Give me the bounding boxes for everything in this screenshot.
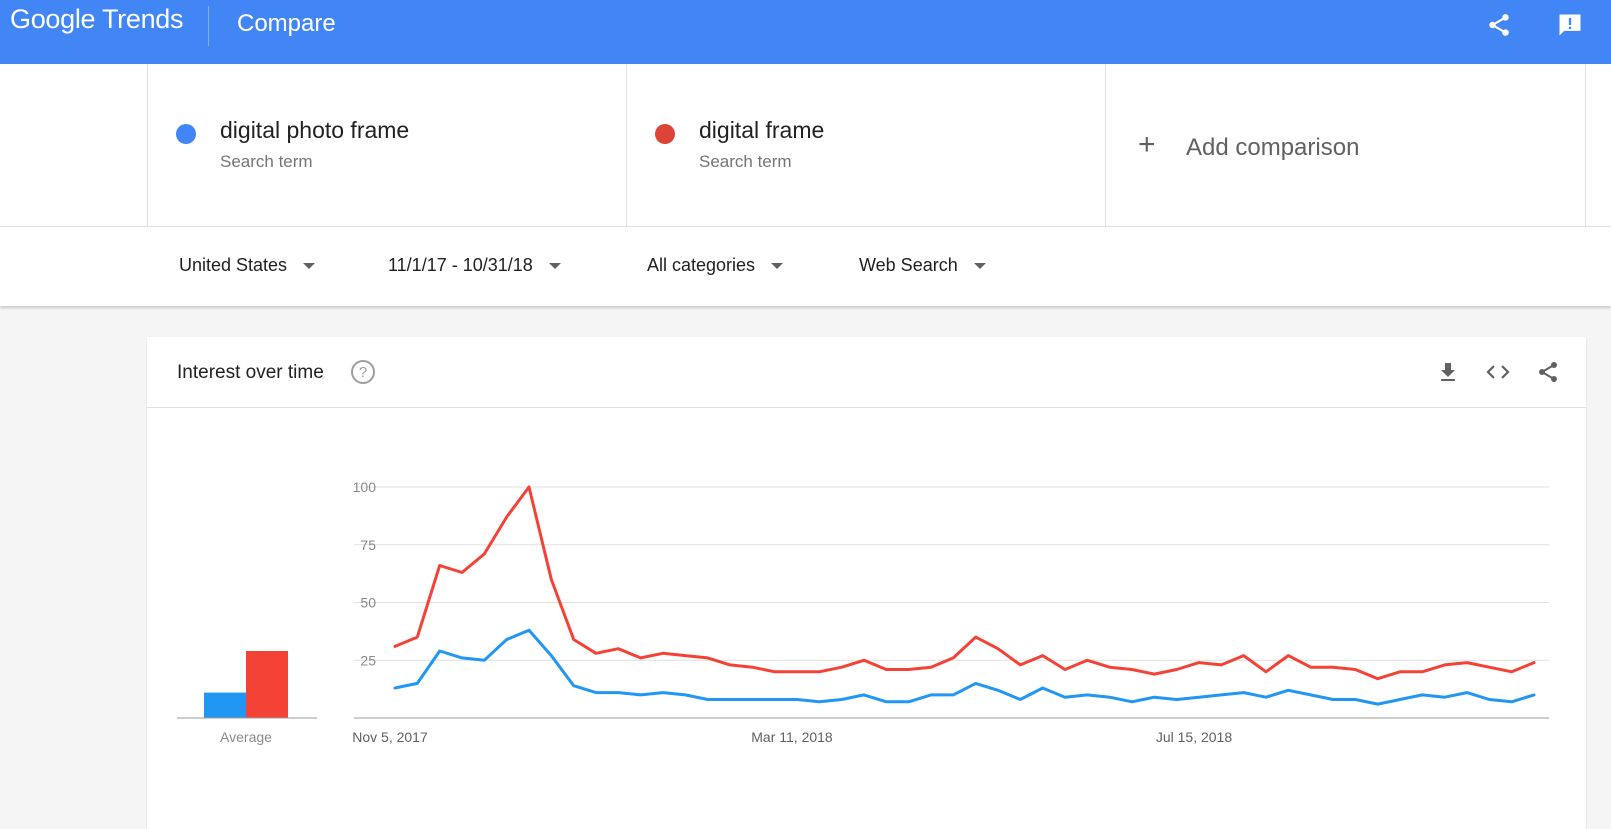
share-icon[interactable] bbox=[1484, 10, 1514, 40]
category-value: All categories bbox=[647, 255, 756, 275]
interest-over-time-chart: 25 50 75 100 Nov 5, 2017 Mar 11, 2018 Jul 15, … bbox=[177, 479, 1549, 745]
average-label: Average bbox=[220, 729, 272, 745]
search-type-value: Web Search bbox=[859, 255, 958, 275]
feedback-icon[interactable] bbox=[1555, 10, 1585, 40]
header-divider bbox=[208, 6, 209, 46]
average-bar bbox=[204, 692, 246, 718]
x-tick-label: Mar 11, 2018 bbox=[751, 729, 833, 745]
region-value: United States bbox=[179, 255, 288, 275]
series-color-dot bbox=[176, 124, 196, 144]
term-card-1[interactable]: digital photo frame Search term bbox=[147, 64, 626, 226]
chevron-down-icon bbox=[973, 262, 986, 269]
average-bar bbox=[246, 651, 288, 718]
term-type: Search term bbox=[220, 152, 313, 171]
y-tick-label: 100 bbox=[353, 479, 377, 495]
category-dropdown[interactable]: All categories bbox=[647, 255, 784, 276]
date-range-dropdown[interactable]: 11/1/17 - 10/31/18 bbox=[388, 255, 561, 276]
download-icon[interactable] bbox=[1434, 358, 1462, 386]
chevron-down-icon bbox=[771, 262, 784, 269]
google-trends-logo[interactable]: Google Trends bbox=[10, 4, 184, 34]
chevron-down-icon bbox=[303, 262, 316, 269]
term-type: Search term bbox=[699, 152, 792, 171]
term-name[interactable]: digital frame bbox=[699, 117, 825, 143]
region-dropdown[interactable]: United States bbox=[179, 255, 316, 276]
card-title: Interest over time bbox=[177, 362, 324, 383]
x-tick-label: Nov 5, 2017 bbox=[352, 729, 428, 745]
top-app-bar: Google Trends Compare bbox=[0, 0, 1611, 64]
page-title: Compare bbox=[237, 10, 336, 37]
series-color-dot bbox=[655, 124, 675, 144]
x-tick-label: Jul 15, 2018 bbox=[1156, 729, 1232, 745]
add-comparison-label: Add comparison bbox=[1186, 134, 1360, 161]
term-card-2[interactable]: digital frame Search term bbox=[626, 64, 1105, 226]
date-range-value: 11/1/17 - 10/31/18 bbox=[388, 255, 533, 275]
plus-icon: + bbox=[1138, 128, 1156, 161]
series-line bbox=[393, 628, 1536, 706]
card-header: Interest over time ? bbox=[147, 337, 1586, 408]
share-icon[interactable] bbox=[1534, 358, 1562, 386]
term-name[interactable]: digital photo frame bbox=[220, 117, 410, 143]
search-terms-panel: digital photo frame Search term digital … bbox=[0, 64, 1611, 226]
filters-bar: United States 11/1/17 - 10/31/18 All cat… bbox=[0, 226, 1611, 306]
svg-text:?: ? bbox=[359, 364, 367, 381]
y-tick-label: 75 bbox=[360, 537, 376, 553]
interest-over-time-card: Interest over time ? 25 50 75 100 Nov 5, 201… bbox=[147, 337, 1586, 829]
help-icon[interactable]: ? bbox=[350, 359, 376, 385]
y-tick-label: 25 bbox=[360, 652, 376, 668]
search-type-dropdown[interactable]: Web Search bbox=[859, 255, 986, 276]
chevron-down-icon bbox=[548, 262, 561, 269]
y-tick-label: 50 bbox=[360, 595, 376, 611]
embed-icon[interactable] bbox=[1484, 358, 1512, 386]
series-line bbox=[393, 485, 1536, 681]
add-comparison-button[interactable]: + Add comparison bbox=[1105, 64, 1586, 226]
